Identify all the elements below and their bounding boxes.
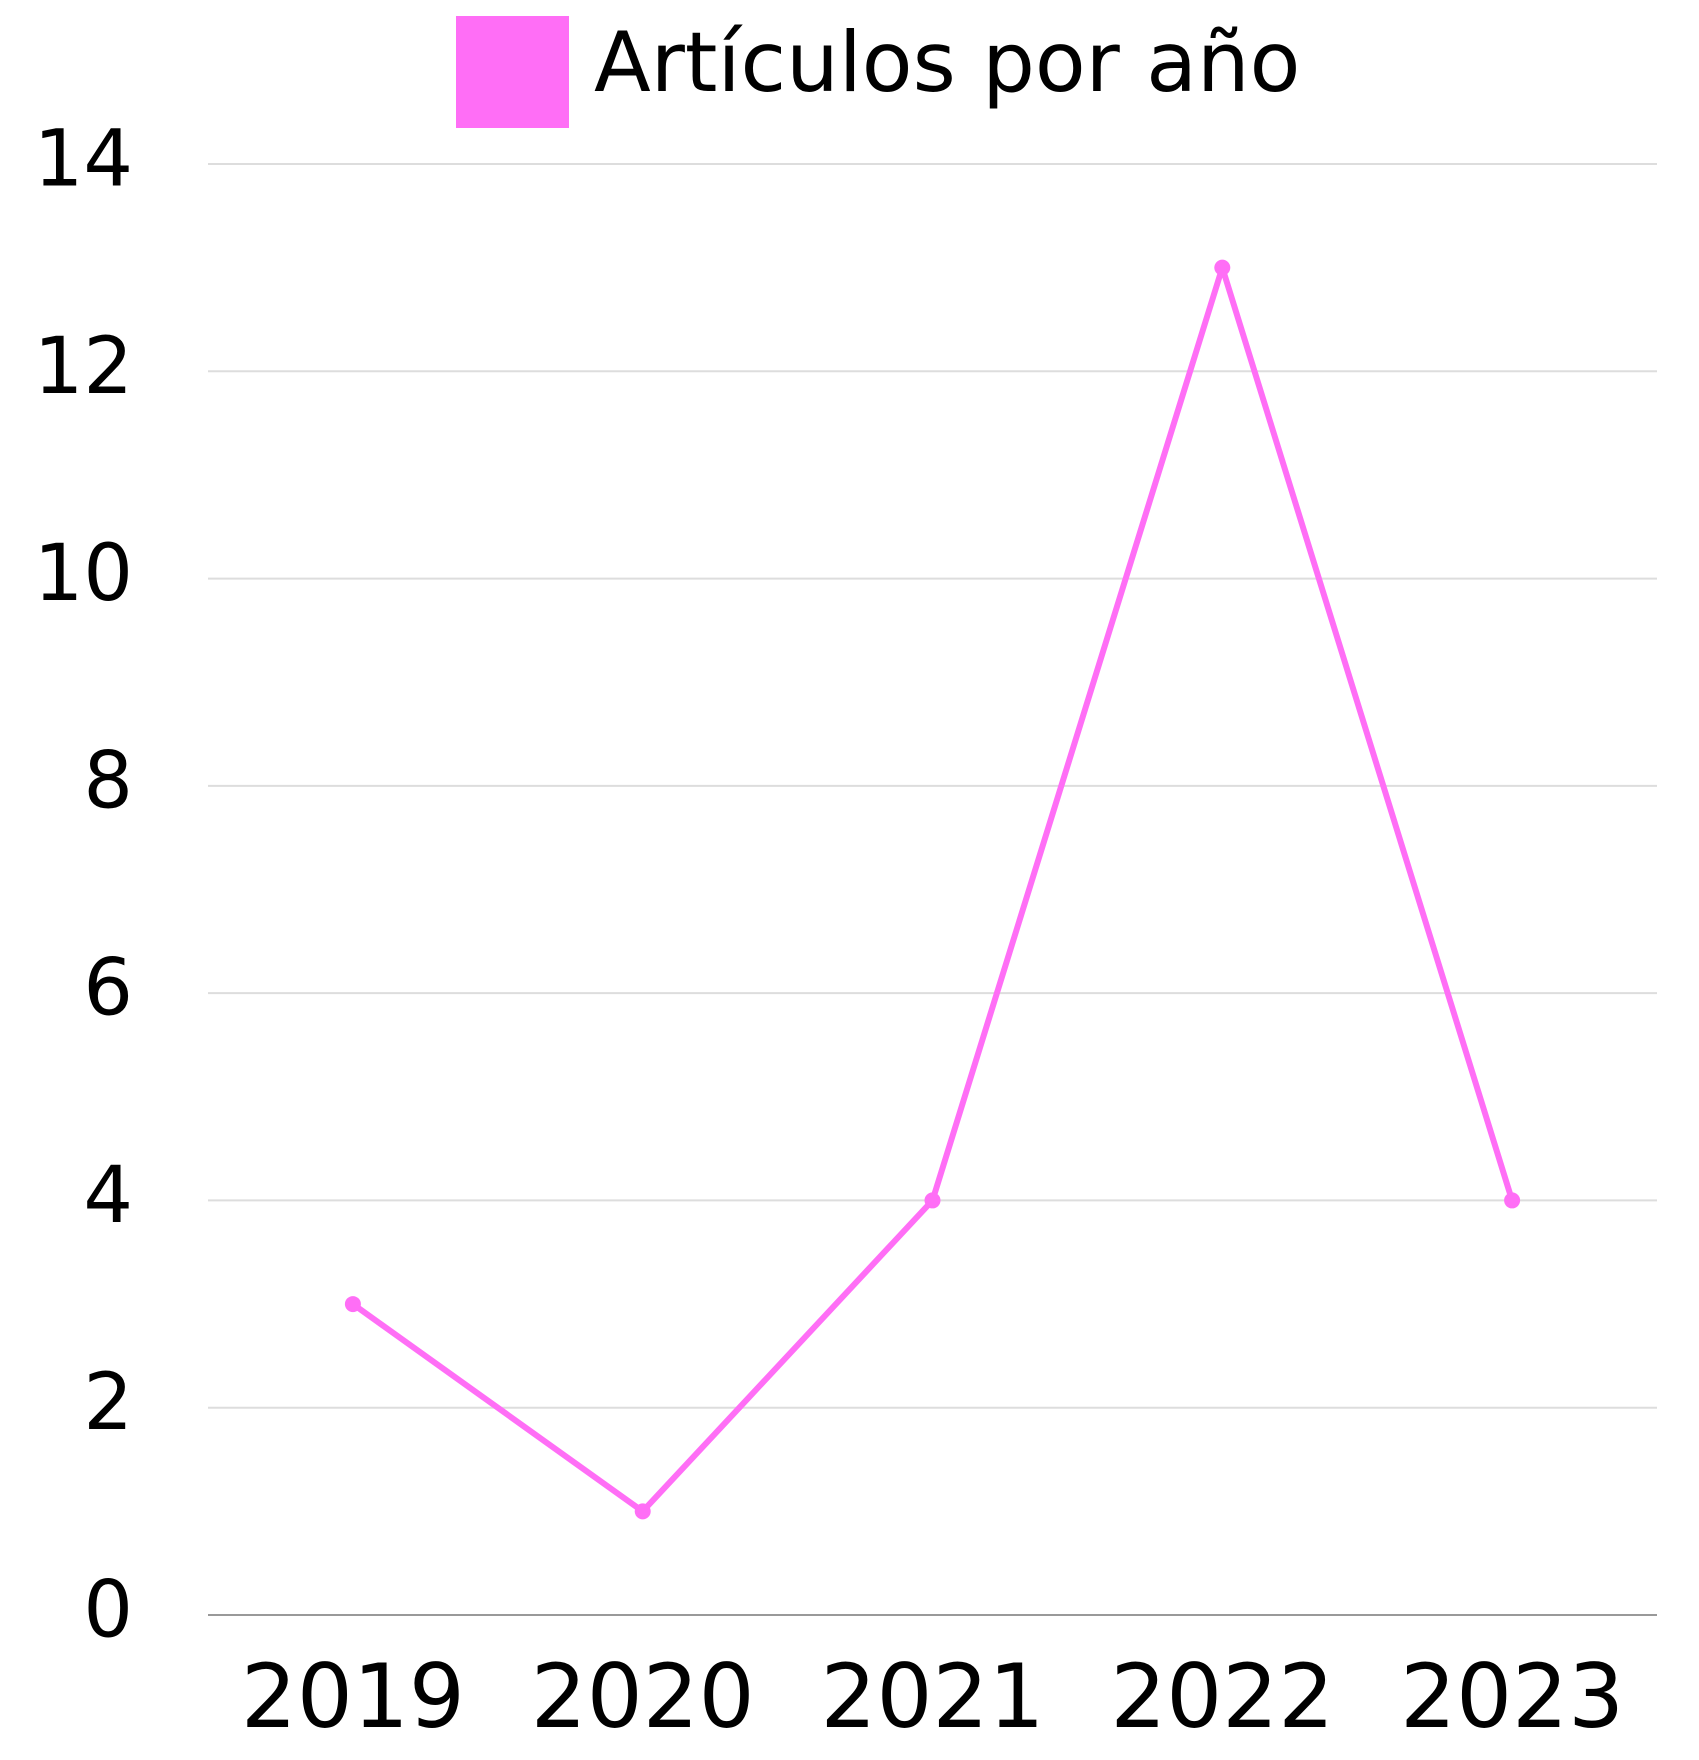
legend-label: Artículos por año — [594, 14, 1300, 111]
legend-swatch — [456, 16, 569, 128]
x-tick-label: 2022 — [1110, 1645, 1334, 1748]
y-tick-label: 10 — [34, 529, 133, 619]
point — [634, 1503, 651, 1520]
y-tick-label: 14 — [34, 114, 133, 204]
point — [1214, 259, 1231, 276]
y-tick-label: 6 — [83, 944, 133, 1034]
x-tick-label: 2023 — [1400, 1645, 1624, 1748]
y-tick-label: 8 — [83, 736, 133, 826]
point — [924, 1192, 941, 1209]
line — [351, 264, 1515, 1515]
y-tick-label: 12 — [34, 322, 133, 412]
x-tick-label: 2021 — [821, 1645, 1045, 1748]
y-tick-label: 4 — [83, 1151, 133, 1241]
x-tick-label: 2019 — [241, 1645, 465, 1748]
x-tick-label: 2020 — [531, 1645, 755, 1748]
point — [344, 1296, 361, 1313]
point — [1504, 1192, 1521, 1209]
y-tick-label: 0 — [83, 1565, 133, 1655]
y-tick-label: 2 — [83, 1358, 133, 1448]
